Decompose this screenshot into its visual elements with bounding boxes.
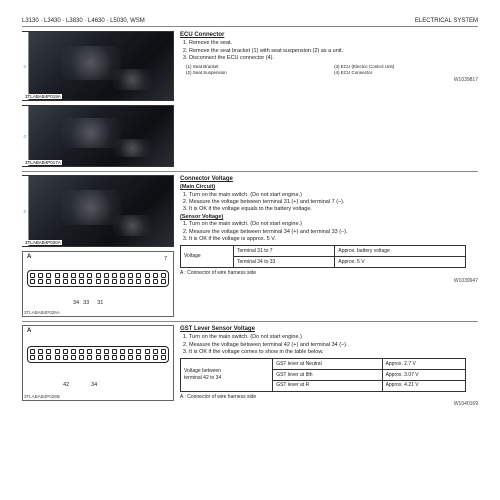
- connector-letter: A: [27, 328, 31, 334]
- connvolt-title: Connector Voltage: [180, 175, 478, 183]
- pin-label-33: 33: [83, 300, 89, 306]
- photo-connector-voltage: © 3TLABAB4P020A: [22, 175, 174, 247]
- photo-tag: 3TLABAB4P019A: [24, 94, 62, 99]
- pin-label-31: 31: [97, 300, 103, 306]
- connector-letter: A: [27, 254, 31, 260]
- pin-row: [30, 279, 166, 284]
- binding-strip: ©: [22, 106, 29, 166]
- cell: Approx. battery voltage: [335, 246, 466, 257]
- pin-row: [30, 273, 166, 278]
- pin-row: [30, 349, 166, 354]
- ecu-legend: (1) Seat Bracket (3) ECU (Electric Contr…: [186, 64, 478, 76]
- step: It is OK if the voltage equals to the ba…: [189, 206, 478, 213]
- connector-diagram-b: A 42 34 3TLABAB4P026B: [22, 325, 174, 401]
- section-divider: [22, 171, 478, 172]
- pin-label-34: 34: [91, 382, 97, 388]
- connvolt-text: Connector Voltage (Main Circuit) Turn on…: [180, 175, 478, 317]
- ecu-text: ECU Connector Remove the seat. Remove th…: [180, 31, 478, 101]
- reference-id: W1039947: [180, 278, 478, 285]
- diagram-tag: 3TLABAB4P026B: [24, 394, 60, 399]
- step: Measure the voltage between terminal 31 …: [189, 199, 478, 206]
- cell: Terminal 31 to 7: [233, 246, 334, 257]
- harness-note: A : Connector of wire harness side: [180, 394, 478, 401]
- reference-id: W1039817: [180, 77, 478, 84]
- step: Measure the voltage between terminal 34 …: [189, 229, 478, 236]
- step: Remove the seat.: [189, 40, 478, 47]
- cell: Approx. 3.07 V: [382, 370, 466, 381]
- step: Disconnect the ECU connector (4).: [189, 55, 478, 62]
- cell: Voltage between terminal 42 to 34: [181, 359, 273, 391]
- cell-line: terminal 42 to 34: [184, 375, 221, 381]
- model-line: L3130 · L3430 · L3830 · L4630 · L5030, W…: [22, 18, 145, 24]
- legend-item: (2) Seat Suspension: [186, 70, 330, 76]
- gst-title: GST Lever Sensor Voltage: [180, 325, 478, 333]
- step: Remove the seat bracket (1) with seat su…: [189, 48, 478, 55]
- step: Measure the voltage between terminal 42 …: [189, 342, 478, 349]
- cell: Approx. 5 V: [335, 257, 466, 268]
- cell: Terminal 34 to 33: [233, 257, 334, 268]
- gst-voltage-table: Voltage between terminal 42 to 34 GST le…: [180, 358, 466, 391]
- step: It is OK if the voltage is approx. 5 V.: [189, 236, 478, 243]
- pin-label-7: 7: [164, 256, 167, 262]
- cell: GST lever at 8th: [273, 370, 382, 381]
- binding-strip: ©: [22, 176, 29, 246]
- cell: Approx. 2.7 V: [382, 359, 466, 370]
- pin-row: [30, 355, 166, 360]
- cell: Approx. 4.21 V: [382, 380, 466, 391]
- step: Turn on the main switch. (Do not start e…: [189, 334, 478, 341]
- subhead-main: (Main Circuit): [180, 184, 478, 191]
- photo-seat-bracket: © 3TLABAB4P019A: [22, 31, 174, 101]
- cell: GST lever at Neutral: [273, 359, 382, 370]
- pin-label-42: 42: [63, 382, 69, 388]
- pin-label-34: 34: [73, 300, 79, 306]
- step: Turn on the main switch. (Do not start e…: [189, 221, 478, 228]
- connector-voltage-row: © 3TLABAB4P020A A 7 34 33 31 3TLABAB4P02…: [22, 175, 478, 317]
- photo-tag: 3TLABAB4P017A: [24, 160, 62, 165]
- ecu-title: ECU Connector: [180, 31, 478, 39]
- section-divider: [22, 321, 478, 322]
- gst-row: A 42 34 3TLABAB4P026B GST Lever Sensor V…: [22, 325, 478, 408]
- photo-ecu-connector: © 3TLABAB4P017A: [22, 105, 174, 167]
- ecu-connector-row: © 3TLABAB4P019A ECU Connector Remove the…: [22, 31, 478, 101]
- cell: GST lever at R: [273, 380, 382, 391]
- legend-item: (4) ECU Connector: [334, 70, 478, 76]
- diagram-tag: 3TLABAB4P026A: [24, 310, 60, 315]
- page-header: L3130 · L3430 · L3830 · L4630 · L5030, W…: [22, 18, 478, 27]
- subhead-sensor: (Sensor Voltage): [180, 214, 478, 221]
- photo-tag: 3TLABAB4P020A: [24, 240, 62, 245]
- connector-diagram-a: A 7 34 33 31 3TLABAB4P026A: [22, 251, 174, 317]
- section-title: ELECTRICAL SYSTEM: [415, 18, 478, 24]
- step: It is OK if the voltage comes to show in…: [189, 349, 478, 356]
- harness-note: A : Connector of wire harness side: [180, 270, 478, 277]
- gst-text: GST Lever Sensor Voltage Turn on the mai…: [180, 325, 478, 408]
- reference-id: W1040169: [180, 401, 478, 408]
- voltage-table: Voltage Terminal 31 to 7 Approx. battery…: [180, 245, 466, 268]
- cell-line: Voltage between: [184, 368, 221, 374]
- cell: Voltage: [181, 246, 234, 268]
- binding-strip: ©: [22, 32, 29, 100]
- step: Turn on the main switch. (Do not start e…: [189, 192, 478, 199]
